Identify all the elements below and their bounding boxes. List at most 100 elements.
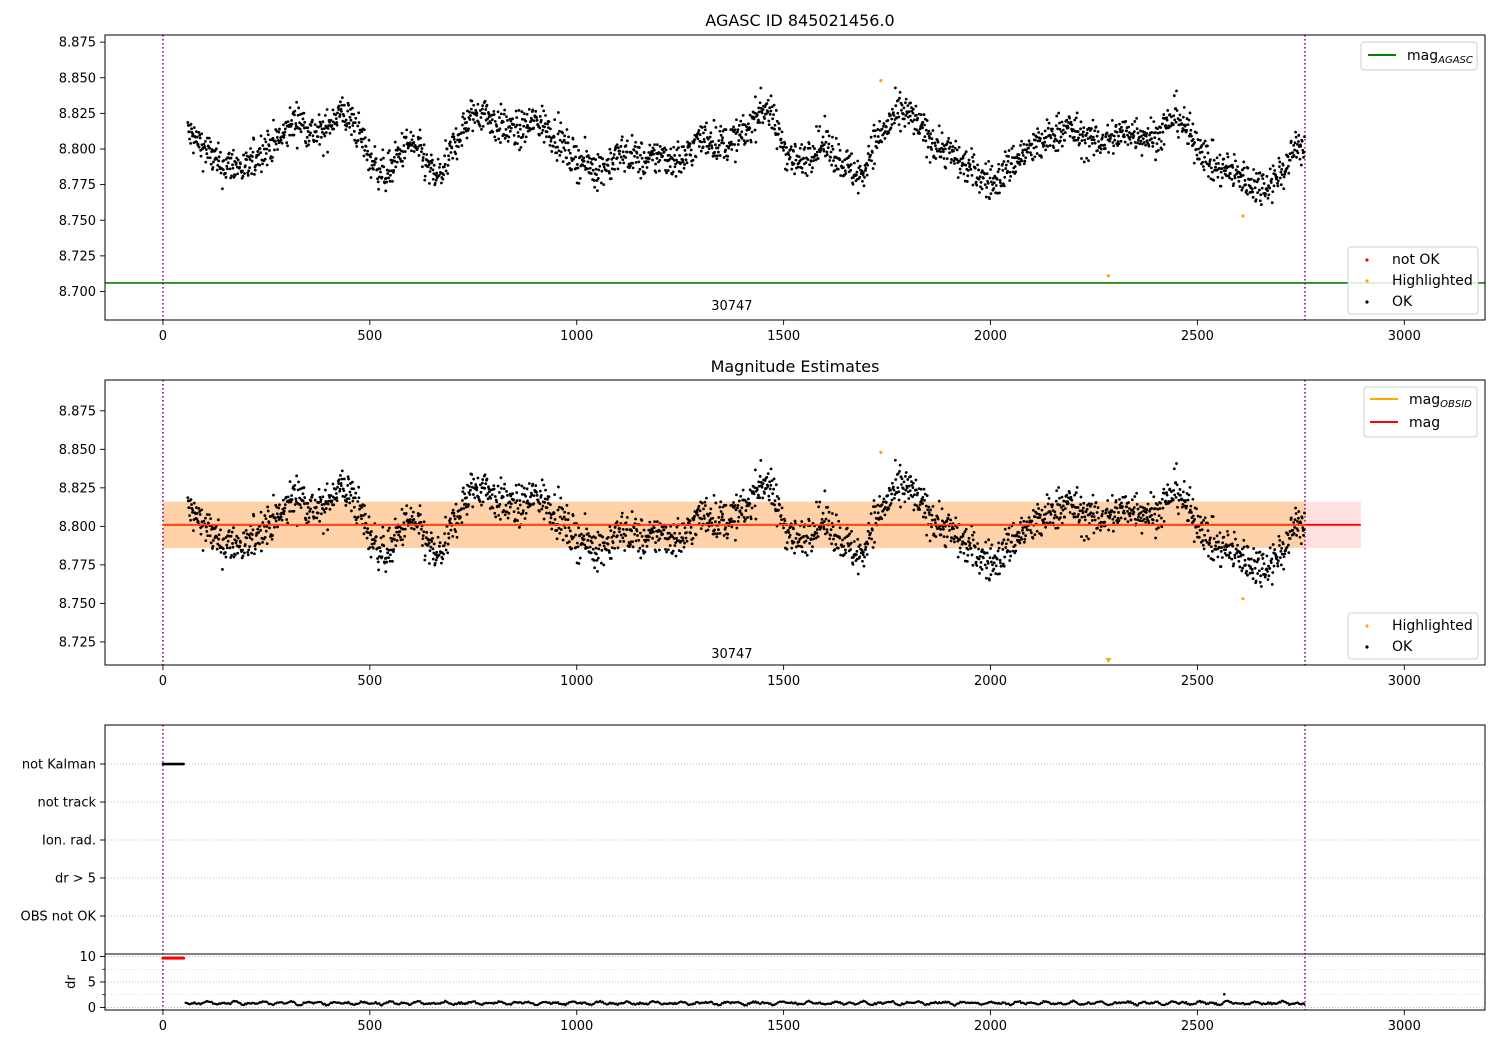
ok-point (664, 168, 667, 172)
ok-point (577, 526, 580, 530)
ok-point (930, 513, 934, 517)
ok-point (900, 108, 903, 112)
ok-point (1135, 491, 1139, 495)
ok-point (1194, 525, 1198, 529)
ok-point (464, 127, 468, 130)
ok-point (671, 170, 675, 174)
ok-point (318, 519, 322, 523)
ok-point (518, 503, 522, 507)
ok-point (971, 183, 975, 187)
ok-point (809, 159, 813, 163)
ok-point (265, 525, 269, 528)
ok-point (965, 560, 969, 563)
ok-point (652, 148, 656, 152)
ok-point (241, 554, 245, 558)
ok-point (736, 130, 739, 134)
ok-point (250, 172, 253, 175)
ok-point (819, 148, 823, 152)
ok-point (1044, 512, 1048, 516)
ok-point (259, 151, 263, 155)
ok-point (624, 156, 628, 159)
ok-point (403, 156, 407, 160)
ok-point (749, 517, 753, 521)
ok-point (386, 151, 390, 155)
ok-point (972, 530, 976, 534)
ok-point (602, 165, 606, 169)
ok-point (941, 142, 944, 146)
ok-point (873, 162, 876, 166)
ok-point (410, 514, 414, 518)
ok-point (1008, 550, 1012, 553)
ok-point (1221, 162, 1225, 166)
ok-point (385, 560, 389, 564)
ok-point (373, 145, 377, 148)
ok-point (844, 172, 848, 175)
ok-point (658, 537, 662, 541)
ok-point (558, 531, 562, 535)
ok-point (954, 516, 958, 520)
ok-point (770, 105, 774, 109)
ok-point (525, 112, 529, 116)
ok-point (338, 489, 342, 493)
ok-point (307, 516, 311, 520)
ok-point (1160, 497, 1164, 501)
ok-point (1220, 546, 1224, 549)
ok-point (477, 120, 480, 124)
ok-point (1028, 528, 1032, 532)
ok-point (719, 510, 723, 513)
plot-area-agasc (105, 35, 1485, 320)
ok-point (697, 129, 701, 132)
ok-point (694, 533, 698, 537)
ok-point (1101, 509, 1105, 513)
ok-point (527, 108, 531, 111)
ok-point (1240, 188, 1244, 192)
ok-point (1117, 142, 1121, 146)
ok-point (210, 527, 214, 531)
ok-point (471, 118, 475, 121)
ok-point (1196, 514, 1200, 518)
ok-point (395, 530, 399, 534)
ok-point (195, 506, 198, 509)
ok-point (245, 536, 249, 540)
ok-point (869, 512, 873, 515)
ok-point (968, 544, 971, 547)
ok-point (1059, 130, 1063, 133)
ok-point (499, 141, 502, 144)
ok-point (548, 521, 552, 524)
ok-point (1107, 528, 1111, 532)
ok-point (631, 540, 635, 544)
ok-point (793, 172, 796, 176)
ok-point (696, 507, 700, 510)
ok-point (1200, 150, 1204, 154)
ok-point (1198, 515, 1202, 519)
ok-point (1139, 505, 1142, 509)
ok-point (823, 489, 827, 493)
ok-point (1025, 520, 1029, 524)
ok-point (979, 180, 983, 184)
ok-point (331, 495, 335, 499)
ok-point (494, 515, 498, 519)
ok-point (1299, 144, 1303, 148)
ok-point (1083, 138, 1087, 142)
ok-point (1112, 144, 1116, 148)
ok-point (498, 116, 501, 119)
ok-point (340, 96, 344, 100)
ok-point (832, 537, 835, 541)
p2-ytick-label: 8.725 (59, 635, 96, 650)
ok-point (452, 511, 456, 515)
ok-point (955, 526, 959, 529)
ok-point (1224, 169, 1228, 172)
ok-point (733, 128, 737, 132)
ok-point (1295, 533, 1298, 537)
ok-point (207, 136, 211, 140)
ok-point (570, 168, 574, 171)
ok-point (956, 176, 960, 179)
ok-point (846, 163, 850, 167)
ok-point (628, 545, 631, 548)
ok-point (1250, 568, 1254, 571)
ok-point (1103, 146, 1107, 150)
ok-point (481, 500, 485, 504)
ok-point (699, 527, 703, 531)
ok-point (1156, 503, 1159, 506)
ok-point (683, 526, 687, 530)
